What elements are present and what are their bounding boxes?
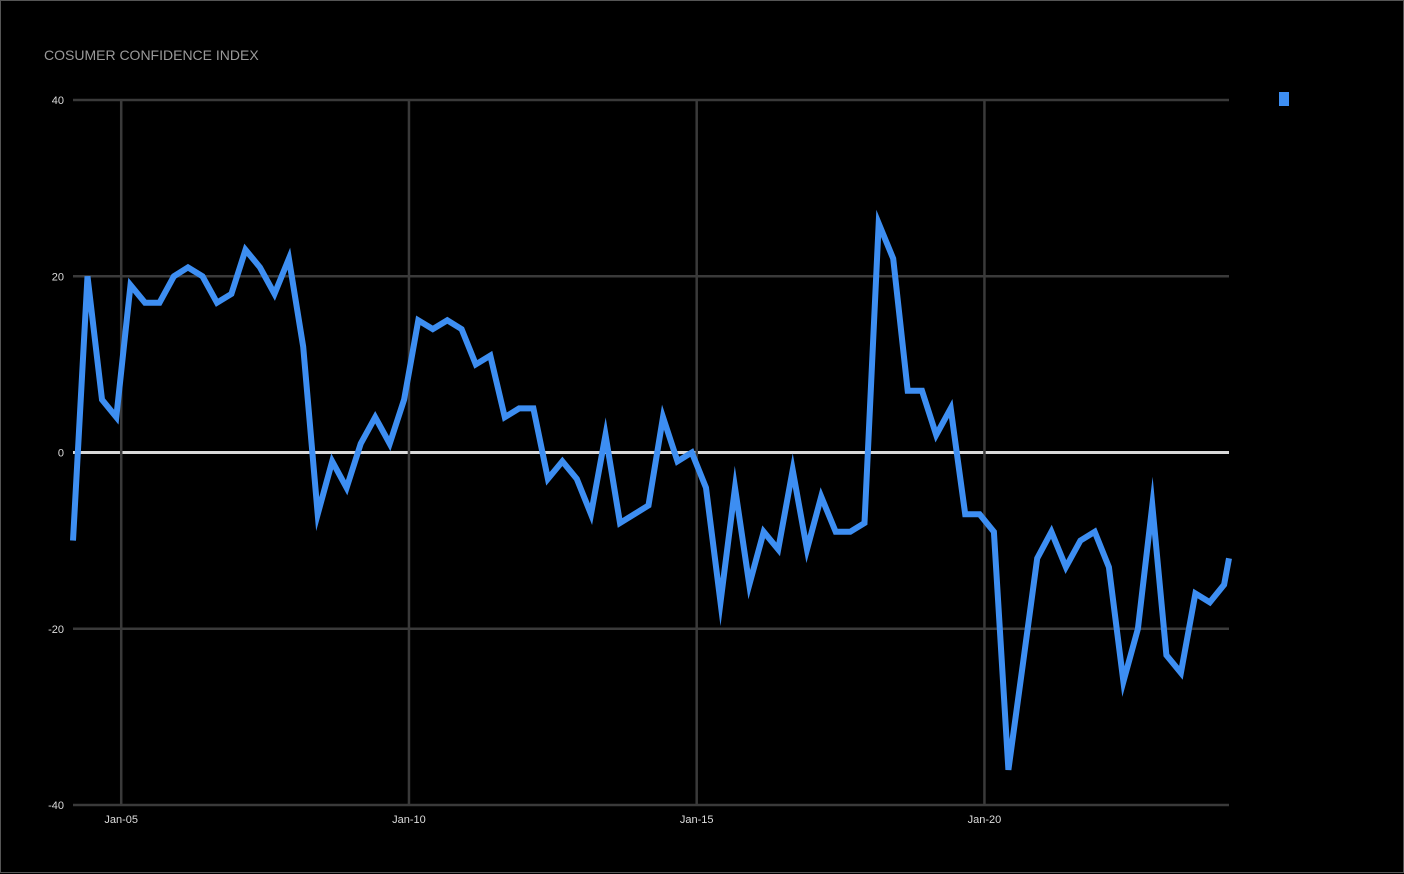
y-tick-label: 20: [52, 271, 64, 283]
y-tick-label: 0: [58, 448, 64, 460]
series-layer: [70, 209, 1232, 771]
x-tick-label: Jan-10: [392, 814, 426, 826]
grid-lines: [73, 98, 1229, 807]
axis-labels: 40 20 0 -20 -40 Jan-05 Jan-10 Jan-15 Jan-20: [48, 95, 1001, 826]
x-tick-label: Jan-05: [104, 814, 138, 826]
x-tick-label: Jan-15: [680, 814, 714, 826]
chart-title: COSUMER CONFIDENCE INDEX: [44, 47, 259, 63]
y-tick-label: -40: [48, 800, 64, 812]
series-line: [70, 209, 1232, 771]
legend: [1279, 92, 1289, 106]
y-tick-label: -20: [48, 624, 64, 636]
y-tick-label: 40: [52, 95, 64, 107]
x-tick-label: Jan-20: [968, 814, 1002, 826]
legend-swatch: [1279, 92, 1289, 106]
